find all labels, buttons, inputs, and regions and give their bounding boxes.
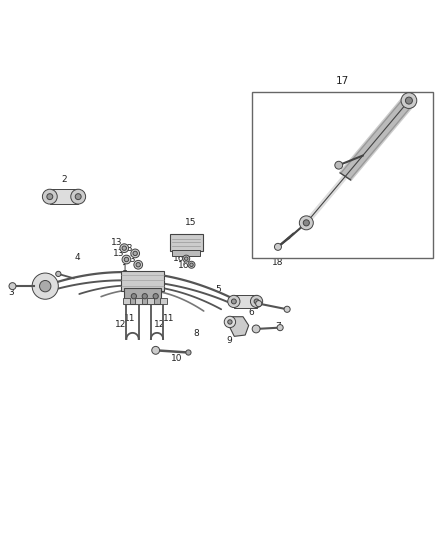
Text: 16: 16 bbox=[173, 254, 184, 263]
Circle shape bbox=[335, 161, 343, 169]
Bar bbox=[50, 189, 78, 204]
Circle shape bbox=[47, 193, 53, 200]
Text: 8: 8 bbox=[194, 329, 199, 338]
Text: 14: 14 bbox=[143, 277, 154, 285]
Circle shape bbox=[190, 263, 193, 266]
Text: 9: 9 bbox=[226, 336, 232, 345]
Text: 5: 5 bbox=[215, 285, 221, 294]
Text: 10: 10 bbox=[170, 354, 182, 362]
Circle shape bbox=[284, 306, 290, 312]
Circle shape bbox=[152, 346, 159, 354]
Circle shape bbox=[131, 294, 137, 299]
Text: 2: 2 bbox=[61, 175, 67, 184]
Circle shape bbox=[251, 295, 263, 308]
Circle shape bbox=[303, 220, 309, 226]
Circle shape bbox=[224, 316, 236, 328]
Bar bbox=[121, 271, 164, 290]
Circle shape bbox=[136, 263, 141, 267]
Circle shape bbox=[134, 261, 143, 269]
Circle shape bbox=[252, 325, 260, 333]
Text: 11: 11 bbox=[124, 313, 135, 322]
Circle shape bbox=[184, 257, 188, 261]
Text: 12: 12 bbox=[154, 320, 166, 329]
Bar bbox=[123, 298, 130, 304]
Bar bbox=[234, 295, 257, 308]
Text: 19: 19 bbox=[318, 229, 329, 238]
Text: 16: 16 bbox=[178, 261, 190, 270]
Text: 17: 17 bbox=[336, 76, 349, 86]
Circle shape bbox=[228, 295, 240, 308]
Text: 13: 13 bbox=[125, 255, 137, 264]
Circle shape bbox=[277, 325, 283, 330]
Text: 13: 13 bbox=[111, 238, 122, 247]
Circle shape bbox=[9, 282, 16, 289]
Circle shape bbox=[122, 246, 127, 251]
Text: 7: 7 bbox=[275, 322, 281, 331]
Circle shape bbox=[142, 294, 148, 299]
Text: 6: 6 bbox=[248, 308, 254, 317]
Circle shape bbox=[228, 320, 232, 324]
Text: 15: 15 bbox=[185, 219, 196, 228]
Circle shape bbox=[124, 257, 129, 262]
Text: 4: 4 bbox=[74, 253, 80, 262]
Circle shape bbox=[401, 93, 417, 108]
Polygon shape bbox=[230, 317, 249, 336]
Circle shape bbox=[39, 280, 51, 292]
Text: 3: 3 bbox=[9, 288, 14, 297]
Circle shape bbox=[32, 273, 58, 299]
Circle shape bbox=[254, 299, 259, 304]
Circle shape bbox=[56, 271, 61, 277]
Text: 11: 11 bbox=[163, 313, 174, 322]
Text: 13: 13 bbox=[113, 249, 124, 259]
Circle shape bbox=[131, 249, 140, 258]
Circle shape bbox=[231, 299, 236, 304]
Circle shape bbox=[153, 294, 158, 299]
Text: 19: 19 bbox=[416, 92, 428, 101]
Circle shape bbox=[133, 251, 138, 256]
Circle shape bbox=[122, 255, 131, 264]
Circle shape bbox=[183, 255, 190, 262]
Bar bbox=[170, 234, 203, 251]
Circle shape bbox=[188, 261, 195, 268]
Bar bbox=[172, 251, 201, 256]
Circle shape bbox=[406, 97, 413, 104]
Bar bbox=[135, 298, 142, 304]
Bar bbox=[252, 92, 433, 258]
Text: 20: 20 bbox=[318, 156, 329, 165]
Circle shape bbox=[275, 244, 282, 251]
Bar bbox=[124, 288, 161, 304]
Bar bbox=[148, 298, 154, 304]
Circle shape bbox=[120, 244, 129, 253]
Circle shape bbox=[256, 301, 262, 306]
Circle shape bbox=[299, 216, 313, 230]
Text: 1: 1 bbox=[122, 264, 128, 273]
Text: 18: 18 bbox=[272, 257, 284, 266]
Circle shape bbox=[186, 350, 191, 355]
Bar bbox=[159, 298, 166, 304]
Text: 13: 13 bbox=[123, 244, 134, 253]
Circle shape bbox=[71, 189, 85, 204]
Circle shape bbox=[75, 193, 81, 200]
Text: 12: 12 bbox=[115, 320, 127, 329]
Circle shape bbox=[42, 189, 57, 204]
